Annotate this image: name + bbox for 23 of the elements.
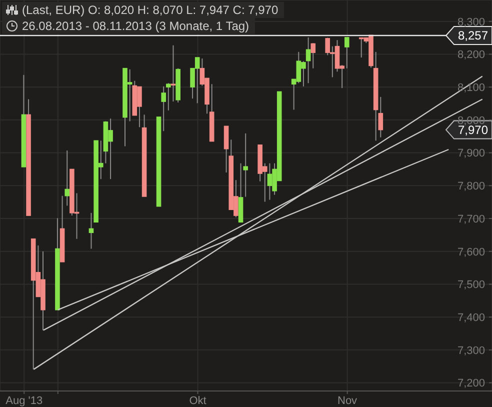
y-tick-label: 7,300 — [457, 344, 485, 357]
y-tick-label: 7,600 — [457, 246, 485, 258]
y-tick-label: 7,900 — [457, 148, 485, 160]
y-tick-label: 7,700 — [457, 213, 485, 226]
y-tick-label: 7,400 — [457, 312, 485, 324]
x-tick-label: Aug '13 — [6, 394, 43, 407]
candlestick — [344, 36, 350, 69]
y-tick-label: 8,200 — [457, 49, 485, 62]
x-tick-label: Okt — [189, 394, 206, 407]
ref-line-label: 8,257 — [458, 28, 488, 42]
chart-title: (Last, EUR) O: 8,020 H: 8,070 L: 7,947 C: 7,970 — [22, 2, 278, 18]
x-tick-label: Nov — [338, 394, 358, 407]
y-tick-label: 7,800 — [457, 180, 485, 193]
y-tick-label: 8,300 — [457, 16, 485, 28]
candlestick — [64, 150, 70, 206]
candlestick — [88, 212, 94, 250]
candlestick — [243, 132, 248, 198]
candlestick — [306, 36, 311, 84]
candlestick — [170, 44, 176, 102]
y-tick-label: 7,200 — [457, 378, 485, 390]
y-tick-label: 7,500 — [457, 279, 485, 292]
text: 26.08.2013 - 08.11.2013 (3 Monate, 1 Tag) — [22, 18, 250, 34]
candlestick — [161, 86, 166, 132]
